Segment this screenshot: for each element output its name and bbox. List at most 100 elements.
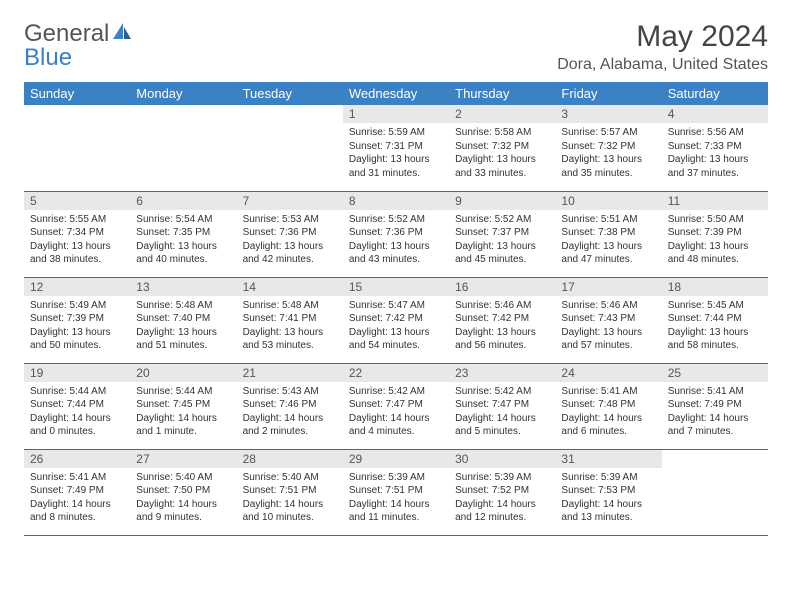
day-number: 9 [449, 192, 555, 210]
calendar-cell: 4Sunrise: 5:56 AMSunset: 7:33 PMDaylight… [662, 105, 768, 191]
day-details: Sunrise: 5:59 AMSunset: 7:31 PMDaylight:… [343, 123, 449, 184]
day-number: 27 [130, 450, 236, 468]
day-number: 11 [662, 192, 768, 210]
day-details: Sunrise: 5:41 AMSunset: 7:48 PMDaylight:… [555, 382, 661, 443]
col-thursday: Thursday [449, 82, 555, 105]
calendar-cell: 8Sunrise: 5:52 AMSunset: 7:36 PMDaylight… [343, 191, 449, 277]
sail-icon [111, 20, 133, 48]
day-number: 17 [555, 278, 661, 296]
day-details: Sunrise: 5:46 AMSunset: 7:43 PMDaylight:… [555, 296, 661, 357]
header: General May 2024 Dora, Alabama, United S… [24, 20, 768, 74]
day-number: 21 [237, 364, 343, 382]
day-number: 29 [343, 450, 449, 468]
calendar-cell: 26Sunrise: 5:41 AMSunset: 7:49 PMDayligh… [24, 449, 130, 535]
day-number: 19 [24, 364, 130, 382]
calendar-cell: 9Sunrise: 5:52 AMSunset: 7:37 PMDaylight… [449, 191, 555, 277]
calendar-row: 5Sunrise: 5:55 AMSunset: 7:34 PMDaylight… [24, 191, 768, 277]
day-details: Sunrise: 5:48 AMSunset: 7:40 PMDaylight:… [130, 296, 236, 357]
day-details: Sunrise: 5:52 AMSunset: 7:37 PMDaylight:… [449, 210, 555, 271]
day-details: Sunrise: 5:39 AMSunset: 7:51 PMDaylight:… [343, 468, 449, 529]
day-number: 18 [662, 278, 768, 296]
day-number: 8 [343, 192, 449, 210]
col-sunday: Sunday [24, 82, 130, 105]
day-details: Sunrise: 5:54 AMSunset: 7:35 PMDaylight:… [130, 210, 236, 271]
calendar-cell: 19Sunrise: 5:44 AMSunset: 7:44 PMDayligh… [24, 363, 130, 449]
day-details: Sunrise: 5:41 AMSunset: 7:49 PMDaylight:… [24, 468, 130, 529]
title-block: May 2024 Dora, Alabama, United States [557, 20, 768, 74]
col-tuesday: Tuesday [237, 82, 343, 105]
day-details: Sunrise: 5:55 AMSunset: 7:34 PMDaylight:… [24, 210, 130, 271]
day-details: Sunrise: 5:45 AMSunset: 7:44 PMDaylight:… [662, 296, 768, 357]
calendar-cell [237, 105, 343, 191]
calendar-cell: 12Sunrise: 5:49 AMSunset: 7:39 PMDayligh… [24, 277, 130, 363]
day-number: 30 [449, 450, 555, 468]
calendar-cell: 7Sunrise: 5:53 AMSunset: 7:36 PMDaylight… [237, 191, 343, 277]
calendar-cell: 30Sunrise: 5:39 AMSunset: 7:52 PMDayligh… [449, 449, 555, 535]
day-details: Sunrise: 5:44 AMSunset: 7:44 PMDaylight:… [24, 382, 130, 443]
day-details: Sunrise: 5:44 AMSunset: 7:45 PMDaylight:… [130, 382, 236, 443]
calendar-cell: 27Sunrise: 5:40 AMSunset: 7:50 PMDayligh… [130, 449, 236, 535]
day-details: Sunrise: 5:47 AMSunset: 7:42 PMDaylight:… [343, 296, 449, 357]
day-number: 4 [662, 105, 768, 123]
calendar-cell: 3Sunrise: 5:57 AMSunset: 7:32 PMDaylight… [555, 105, 661, 191]
day-details: Sunrise: 5:51 AMSunset: 7:38 PMDaylight:… [555, 210, 661, 271]
calendar-cell: 24Sunrise: 5:41 AMSunset: 7:48 PMDayligh… [555, 363, 661, 449]
day-details: Sunrise: 5:39 AMSunset: 7:52 PMDaylight:… [449, 468, 555, 529]
calendar-cell: 20Sunrise: 5:44 AMSunset: 7:45 PMDayligh… [130, 363, 236, 449]
day-details: Sunrise: 5:40 AMSunset: 7:50 PMDaylight:… [130, 468, 236, 529]
day-number: 14 [237, 278, 343, 296]
calendar-cell: 10Sunrise: 5:51 AMSunset: 7:38 PMDayligh… [555, 191, 661, 277]
location-text: Dora, Alabama, United States [557, 56, 768, 74]
calendar-cell: 17Sunrise: 5:46 AMSunset: 7:43 PMDayligh… [555, 277, 661, 363]
day-number: 23 [449, 364, 555, 382]
day-number: 3 [555, 105, 661, 123]
calendar-row: 19Sunrise: 5:44 AMSunset: 7:44 PMDayligh… [24, 363, 768, 449]
day-number: 5 [24, 192, 130, 210]
col-wednesday: Wednesday [343, 82, 449, 105]
day-number: 28 [237, 450, 343, 468]
day-details: Sunrise: 5:50 AMSunset: 7:39 PMDaylight:… [662, 210, 768, 271]
col-friday: Friday [555, 82, 661, 105]
day-details: Sunrise: 5:52 AMSunset: 7:36 PMDaylight:… [343, 210, 449, 271]
day-number: 31 [555, 450, 661, 468]
day-details: Sunrise: 5:53 AMSunset: 7:36 PMDaylight:… [237, 210, 343, 271]
calendar-row: 1Sunrise: 5:59 AMSunset: 7:31 PMDaylight… [24, 105, 768, 191]
calendar-cell: 11Sunrise: 5:50 AMSunset: 7:39 PMDayligh… [662, 191, 768, 277]
day-number: 16 [449, 278, 555, 296]
day-details: Sunrise: 5:43 AMSunset: 7:46 PMDaylight:… [237, 382, 343, 443]
calendar-cell: 23Sunrise: 5:42 AMSunset: 7:47 PMDayligh… [449, 363, 555, 449]
col-monday: Monday [130, 82, 236, 105]
day-number: 12 [24, 278, 130, 296]
calendar-cell: 15Sunrise: 5:47 AMSunset: 7:42 PMDayligh… [343, 277, 449, 363]
calendar-cell: 5Sunrise: 5:55 AMSunset: 7:34 PMDaylight… [24, 191, 130, 277]
calendar-cell: 25Sunrise: 5:41 AMSunset: 7:49 PMDayligh… [662, 363, 768, 449]
day-details: Sunrise: 5:49 AMSunset: 7:39 PMDaylight:… [24, 296, 130, 357]
calendar-cell: 28Sunrise: 5:40 AMSunset: 7:51 PMDayligh… [237, 449, 343, 535]
day-details: Sunrise: 5:56 AMSunset: 7:33 PMDaylight:… [662, 123, 768, 184]
brand-part2: Blue [24, 44, 72, 72]
calendar-cell: 6Sunrise: 5:54 AMSunset: 7:35 PMDaylight… [130, 191, 236, 277]
day-number: 20 [130, 364, 236, 382]
calendar-row: 26Sunrise: 5:41 AMSunset: 7:49 PMDayligh… [24, 449, 768, 535]
calendar-row: 12Sunrise: 5:49 AMSunset: 7:39 PMDayligh… [24, 277, 768, 363]
calendar-cell: 22Sunrise: 5:42 AMSunset: 7:47 PMDayligh… [343, 363, 449, 449]
day-number: 7 [237, 192, 343, 210]
day-details: Sunrise: 5:58 AMSunset: 7:32 PMDaylight:… [449, 123, 555, 184]
day-details: Sunrise: 5:39 AMSunset: 7:53 PMDaylight:… [555, 468, 661, 529]
calendar-cell: 18Sunrise: 5:45 AMSunset: 7:44 PMDayligh… [662, 277, 768, 363]
day-details: Sunrise: 5:42 AMSunset: 7:47 PMDaylight:… [343, 382, 449, 443]
calendar-cell: 31Sunrise: 5:39 AMSunset: 7:53 PMDayligh… [555, 449, 661, 535]
calendar-cell: 16Sunrise: 5:46 AMSunset: 7:42 PMDayligh… [449, 277, 555, 363]
day-details: Sunrise: 5:48 AMSunset: 7:41 PMDaylight:… [237, 296, 343, 357]
calendar-cell [24, 105, 130, 191]
day-number: 25 [662, 364, 768, 382]
day-details: Sunrise: 5:40 AMSunset: 7:51 PMDaylight:… [237, 468, 343, 529]
day-details: Sunrise: 5:42 AMSunset: 7:47 PMDaylight:… [449, 382, 555, 443]
calendar-cell [130, 105, 236, 191]
col-saturday: Saturday [662, 82, 768, 105]
calendar-table: Sunday Monday Tuesday Wednesday Thursday… [24, 82, 768, 536]
day-number: 2 [449, 105, 555, 123]
weekday-header-row: Sunday Monday Tuesday Wednesday Thursday… [24, 82, 768, 105]
day-details: Sunrise: 5:57 AMSunset: 7:32 PMDaylight:… [555, 123, 661, 184]
calendar-cell: 2Sunrise: 5:58 AMSunset: 7:32 PMDaylight… [449, 105, 555, 191]
